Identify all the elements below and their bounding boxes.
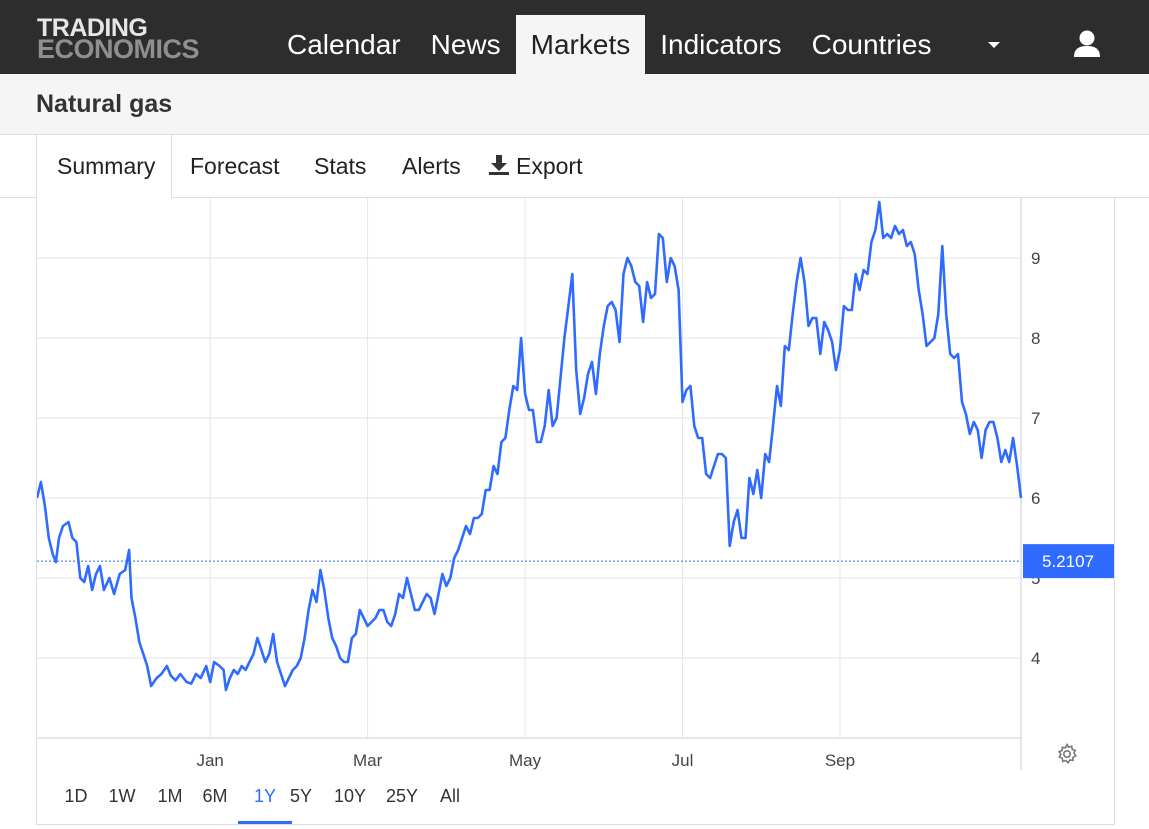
price-series xyxy=(37,200,1023,692)
y-tick-label: 6 xyxy=(1031,489,1040,508)
nav-indicators[interactable]: Indicators xyxy=(660,29,782,60)
y-tick-label: 8 xyxy=(1031,329,1040,348)
chart-panel: Jan Mar May Jul Sep 4 5 6 7 8 9 5.2107 xyxy=(36,198,1115,825)
range-button-all[interactable]: All xyxy=(439,786,460,806)
last-value-badge xyxy=(1023,544,1114,579)
gear-icon[interactable] xyxy=(1056,742,1078,765)
range-button-6m[interactable]: 6M xyxy=(202,786,228,806)
x-tick-label: Jul xyxy=(672,751,694,770)
download-icon xyxy=(488,137,510,199)
y-tick-label: 9 xyxy=(1031,249,1040,268)
tab-export-label: Export xyxy=(516,153,583,179)
y-tick-label: 4 xyxy=(1031,649,1040,668)
main-nav: Calendar News Markets Indicators Countri… xyxy=(272,15,946,74)
tab-summary[interactable]: Summary xyxy=(36,135,173,199)
range-button-1w[interactable]: 1W xyxy=(108,786,136,806)
nav-news[interactable]: News xyxy=(430,29,501,60)
range-button-5y[interactable]: 5Y xyxy=(290,786,313,806)
user-icon[interactable] xyxy=(1072,28,1102,60)
range-button-25y[interactable]: 25Y xyxy=(386,786,419,806)
last-price-marker: 5.2107 xyxy=(37,544,1114,579)
section-tabs: Summary Forecast Stats Alerts Export xyxy=(0,135,1149,199)
x-tick-label: Jan xyxy=(196,751,223,770)
x-axis-labels: Jan Mar May Jul Sep xyxy=(196,751,855,770)
tab-export[interactable]: Export xyxy=(488,135,582,198)
y-axis-labels: 4 5 6 7 8 9 xyxy=(1031,249,1040,668)
nav-markets[interactable]: Markets xyxy=(515,15,646,74)
tab-forecast[interactable]: Forecast xyxy=(190,153,280,179)
natural-gas-price-chart[interactable]: Jan Mar May Jul Sep 4 5 6 7 8 9 5.2107 xyxy=(37,198,1115,778)
x-tick-label: Sep xyxy=(825,751,855,770)
chart-grid xyxy=(37,198,1022,770)
nav-countries[interactable]: Countries xyxy=(811,29,932,60)
page-title: Natural gas xyxy=(36,90,173,118)
y-tick-label: 5 xyxy=(1031,569,1040,588)
trading-economics-logo[interactable]: TRADING ECONOMICS xyxy=(37,14,200,64)
chevron-down-icon xyxy=(988,42,1000,48)
range-button-1d[interactable]: 1D xyxy=(64,786,88,806)
x-tick-label: May xyxy=(509,751,542,770)
nav-calendar[interactable]: Calendar xyxy=(287,29,401,60)
top-navigation-bar: TRADING ECONOMICS Calendar News Markets … xyxy=(0,0,1149,74)
title-bar: Natural gas xyxy=(0,74,1149,135)
x-tick-label: Mar xyxy=(353,751,383,770)
tab-stats[interactable]: Stats xyxy=(314,153,367,179)
logo-line-2: ECONOMICS xyxy=(37,34,200,64)
range-button-10y[interactable]: 10Y xyxy=(334,786,367,806)
last-value-text: 5.2107 xyxy=(1042,552,1094,571)
range-button-1m[interactable]: 1M xyxy=(157,786,183,806)
range-button-1y[interactable]: 1Y xyxy=(238,784,292,824)
y-tick-label: 7 xyxy=(1031,409,1040,428)
series-line-0[interactable] xyxy=(37,200,1023,692)
tab-alerts[interactable]: Alerts xyxy=(402,153,461,179)
logo-line-1: TRADING xyxy=(37,14,148,42)
nav-more-dropdown[interactable] xyxy=(982,30,1006,60)
